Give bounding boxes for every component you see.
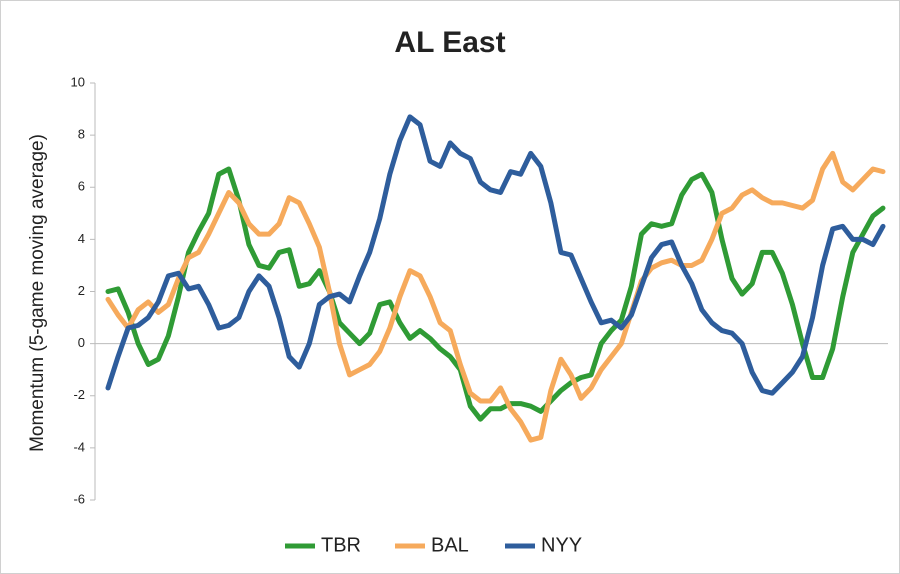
series-line <box>105 150 886 443</box>
chart-title: AL East <box>394 26 505 59</box>
y-tick-label: 6 <box>78 179 85 194</box>
legend-label: BAL <box>431 534 469 556</box>
legend-label: TBR <box>321 534 361 556</box>
y-tick-label: 10 <box>71 74 85 89</box>
y-tick-label: 4 <box>78 231 85 246</box>
y-tick-label: -6 <box>73 491 85 506</box>
y-tick-label: -4 <box>73 439 85 454</box>
series-line <box>105 166 886 422</box>
y-tick-label: 8 <box>78 127 85 142</box>
series-line <box>105 114 886 396</box>
y-axis-label: Momentum (5-game moving average) <box>27 134 48 452</box>
y-tick-label: -2 <box>73 387 85 402</box>
y-tick-label: 2 <box>78 283 85 298</box>
legend-label: NYY <box>541 534 582 556</box>
y-tick-label: 0 <box>78 335 85 350</box>
